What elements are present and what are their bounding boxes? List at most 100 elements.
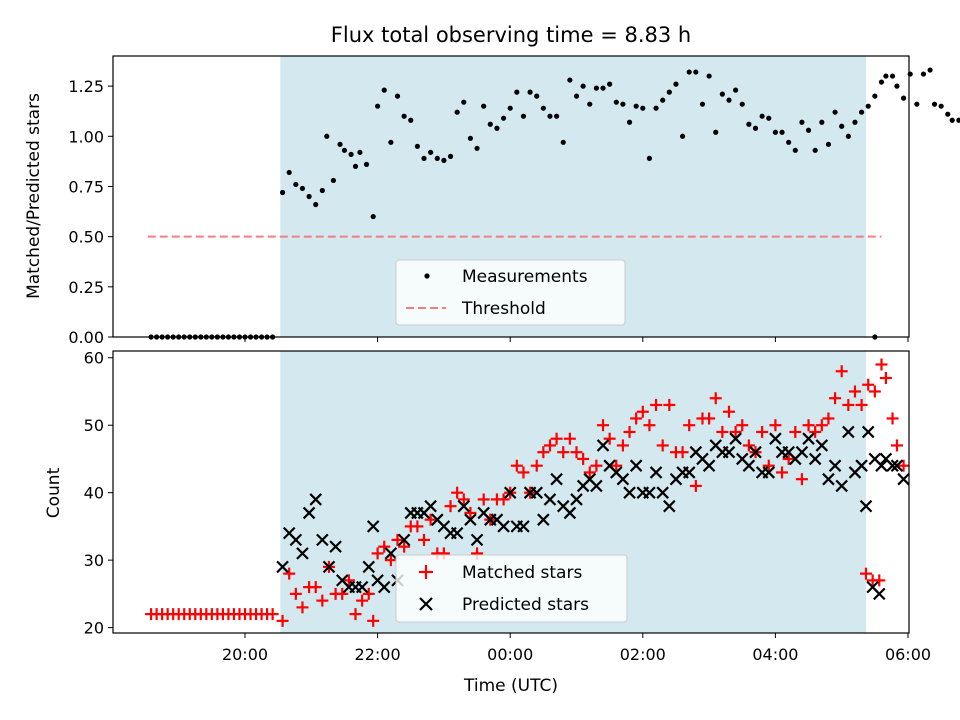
measurement-point: [759, 113, 765, 119]
matched-star-point: [809, 425, 822, 438]
measurement-point: [907, 71, 913, 77]
top-y-tick-label: 1.25: [68, 77, 104, 96]
top-legend: Measurements Threshold: [395, 259, 626, 326]
measurement-point: [679, 133, 686, 139]
bottom-x-tick-label: 04:00: [752, 645, 798, 664]
measurement-point: [520, 113, 527, 119]
measurement-point: [600, 85, 606, 91]
predicted-star-point: [362, 560, 376, 574]
matched-star-point: [848, 385, 861, 398]
measurement-point: [467, 135, 474, 141]
matched-star-point: [656, 439, 669, 452]
matched-star-point: [663, 398, 676, 411]
predicted-star-point: [276, 560, 289, 574]
measurement-point: [752, 125, 759, 131]
matched-star-point: [636, 405, 649, 418]
predicted-star-point: [769, 432, 782, 445]
measurement-point: [620, 101, 626, 107]
bottom-y-tick-label: 50: [84, 416, 104, 435]
matched-star-point: [722, 405, 735, 418]
matched-star-point: [729, 425, 742, 438]
measurement-point: [337, 141, 343, 147]
matched-star-point: [875, 358, 888, 371]
bottom-legend-box: [395, 554, 628, 623]
measurement-point: [746, 121, 752, 127]
matched-star-point: [835, 365, 848, 378]
predicted-star-point: [859, 499, 873, 513]
measurement-point: [447, 153, 454, 159]
predicted-star-point: [749, 445, 762, 459]
measurement-point: [540, 105, 546, 111]
measurement-point: [889, 73, 896, 79]
measurement-point: [786, 139, 792, 145]
predicted-star-point: [470, 533, 484, 547]
predicted-star-point: [795, 445, 809, 459]
measurement-point: [454, 109, 460, 115]
chart-title: Flux total observing time = 8.83 h: [331, 23, 691, 47]
matched-star-point: [762, 459, 775, 472]
matched-star-point: [517, 466, 530, 479]
matched-star-point: [630, 412, 643, 425]
bottom-panel: 20 30 40 50 60 20:00 22:00 00:00 02:00 04:00 06:0…: [44, 349, 931, 696]
matched-star-point: [862, 378, 875, 391]
matched-star-point: [815, 419, 828, 432]
top-x-ticks: [244, 337, 909, 342]
predicted-star-point: [875, 459, 888, 472]
matched-star-point: [296, 601, 309, 614]
matched-star-point: [782, 452, 795, 465]
top-y-tick-label: 0.25: [68, 278, 104, 297]
measurement-point: [858, 109, 865, 115]
measurement-point: [726, 97, 732, 103]
top-y-tick-label: 1.00: [68, 127, 104, 146]
bottom-y-tick-label: 60: [84, 349, 104, 368]
matched-star-point: [530, 459, 543, 472]
measurement-point: [527, 89, 533, 95]
x-axis-label: Time (UTC): [463, 676, 558, 696]
top-y-tick-label: 0.50: [68, 228, 104, 247]
measurement-point: [474, 145, 480, 151]
measurement-point: [719, 91, 725, 97]
measurement-point: [956, 117, 960, 123]
matched-star-point: [371, 547, 384, 560]
measurement-point: [514, 89, 520, 95]
predicted-star-point: [702, 459, 716, 472]
matched-star-point: [266, 608, 279, 621]
predicted-star-point: [815, 439, 829, 452]
matched-star-point: [709, 392, 722, 405]
measurement-point: [733, 87, 739, 93]
predicted-star-point: [530, 486, 543, 499]
measurement-point: [500, 115, 507, 121]
predicted-star-point: [762, 466, 776, 479]
predicted-star-point: [656, 486, 669, 499]
predicted-star-point: [643, 486, 656, 499]
matched-star-point: [384, 554, 397, 567]
measurement-point: [931, 101, 938, 107]
measurement-point: [461, 99, 467, 105]
predicted-star-point: [802, 432, 815, 445]
matched-star-point: [583, 466, 596, 479]
measurement-point: [352, 163, 359, 169]
measurement-point: [607, 81, 613, 87]
top-y-axis-label: Matched/Predicted stars: [24, 93, 44, 299]
measurement-point: [825, 141, 832, 147]
top-y-tick-label: 0.00: [68, 328, 104, 347]
matched-star-point: [650, 398, 663, 411]
measurement-point: [699, 101, 706, 107]
measurement-point: [772, 129, 779, 135]
measurement-point: [324, 133, 330, 139]
predicted-star-point: [550, 472, 563, 486]
measurement-point: [938, 103, 944, 109]
measurement-point: [653, 105, 659, 111]
predicted-star-point: [835, 479, 848, 493]
matched-star-point: [362, 587, 375, 600]
matched-star-point: [356, 594, 369, 607]
matched-star-point: [789, 425, 802, 438]
matched-star-point: [623, 425, 636, 438]
predicted-star-point: [377, 580, 391, 594]
predicted-star-point: [302, 506, 316, 520]
measurement-point: [494, 125, 500, 131]
matched-star-point: [603, 432, 616, 445]
top-legend-box: [395, 259, 626, 326]
predicted-star-point: [563, 506, 577, 520]
matched-star-point: [497, 493, 510, 506]
